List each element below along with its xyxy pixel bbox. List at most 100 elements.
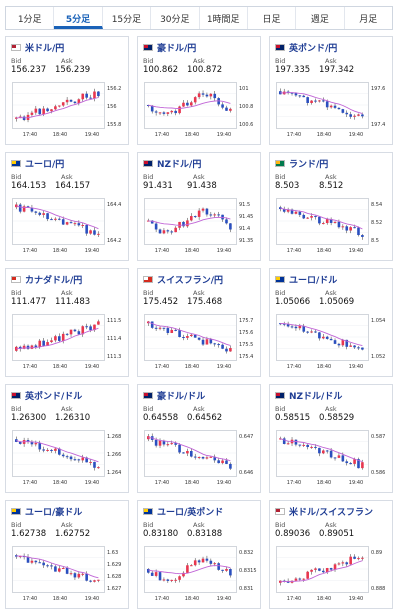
x-tick-label: 18:40 <box>317 480 331 486</box>
pair-title[interactable]: 米ドル/円 <box>11 41 64 54</box>
candle-body <box>54 336 57 341</box>
candle-body <box>341 455 345 462</box>
pair-name[interactable]: ユーロ/円 <box>25 160 65 170</box>
candle-body <box>97 91 100 97</box>
moving-average-line <box>16 205 99 230</box>
candle-body <box>361 557 364 559</box>
pair-name[interactable]: NZドル/円 <box>157 160 202 170</box>
price-values: 156.237 156.239 <box>11 65 95 75</box>
tab-3[interactable]: 30分足 <box>151 7 200 29</box>
pair-name[interactable]: ユーロ/豪ドル <box>25 508 83 518</box>
y-tick-label: 0.586 <box>371 470 385 476</box>
pair-title[interactable]: ユーロ/英ポンド <box>143 505 223 518</box>
moving-average-line <box>16 440 99 463</box>
candle-body <box>201 208 205 211</box>
currency-card[interactable]: 豪ドル/円 Bid Ask 100.862 100.872 101 100.8 100.6 17… <box>137 36 261 145</box>
mini-chart[interactable]: 0.832 0.8315 0.831 17:40 18:40 19:40 <box>144 546 257 604</box>
candle-body <box>50 109 53 112</box>
pair-name[interactable]: 英ポンド/ドル <box>25 392 83 402</box>
mini-chart[interactable]: 111.5 111.4 111.3 17:40 18:40 19:40 <box>12 314 125 372</box>
tab-1[interactable]: 5分足 <box>54 7 103 29</box>
pair-name[interactable]: スイスフラン/円 <box>157 276 224 286</box>
pair-name[interactable]: 豪ドル/円 <box>157 44 197 54</box>
currency-card[interactable]: NZドル/円 Bid Ask 91.431 91.438 91.5 91.45 91.4 91.… <box>137 152 261 261</box>
pair-title[interactable]: ユーロ/豪ドル <box>11 505 82 518</box>
currency-card[interactable]: ユーロ/ドル Bid Ask 1.05066 1.05069 1.054 1.052 17:4… <box>269 268 393 377</box>
pair-name[interactable]: ユーロ/ドル <box>289 276 338 286</box>
pair-title[interactable]: スイスフラン/円 <box>143 273 223 286</box>
currency-card[interactable]: ランド/円 Bid Ask 8.503 8.512 8.54 8.52 8.5 17:40 18:… <box>269 152 393 261</box>
candle-body <box>225 219 228 224</box>
tab-6[interactable]: 週足 <box>296 7 345 29</box>
pair-title[interactable]: 英ポンド/円 <box>275 41 337 54</box>
currency-card[interactable]: 米ドル/スイスフラン Bid Ask 0.89036 0.89051 0.89 0.888 1… <box>269 500 393 609</box>
currency-card[interactable]: カナダドル/円 Bid Ask 111.477 111.483 111.5 111.4 111… <box>5 268 129 377</box>
currency-card[interactable]: ユーロ/円 Bid Ask 164.153 164.157 164.4 164.2 17:40… <box>5 152 129 261</box>
currency-card[interactable]: ユーロ/豪ドル Bid Ask 1.62738 1.62752 1.63 1.629 1.62… <box>5 500 129 609</box>
tab-5[interactable]: 日足 <box>248 7 297 29</box>
tab-0[interactable]: 1分足 <box>6 7 55 29</box>
candle-body <box>77 573 81 578</box>
pair-name[interactable]: 豪ドル/ドル <box>157 392 206 402</box>
pair-title[interactable]: NZドル/ドル <box>275 389 342 402</box>
pair-name[interactable]: 米ドル/スイスフラン <box>289 508 374 518</box>
candle-body <box>217 98 220 105</box>
x-tick-label: 19:40 <box>349 364 363 370</box>
candle-body <box>34 443 38 445</box>
mini-chart[interactable]: 1.268 1.266 1.264 17:40 18:40 19:40 <box>12 430 125 488</box>
pair-title[interactable]: ユーロ/円 <box>11 157 64 170</box>
x-tick-label: 18:40 <box>185 132 199 138</box>
tab-7[interactable]: 月足 <box>359 14 378 25</box>
candle-body <box>229 223 232 230</box>
candle-body <box>147 569 150 573</box>
mini-chart[interactable]: 0.587 0.586 17:40 18:40 19:40 <box>276 430 389 488</box>
mini-chart[interactable]: 8.54 8.52 8.5 17:40 18:40 19:40 <box>276 198 389 256</box>
currency-card[interactable]: 英ポンド/円 Bid Ask 197.335 197.342 197.6 197.4 17:4… <box>269 36 393 145</box>
pair-title[interactable]: ランド/円 <box>275 157 328 170</box>
pair-title[interactable]: カナダドル/円 <box>11 273 82 286</box>
candle-body <box>201 457 205 459</box>
pair-name[interactable]: ランド/円 <box>289 160 329 170</box>
tab-4[interactable]: 1時間足 <box>200 7 248 29</box>
mini-chart[interactable]: 197.6 197.4 17:40 18:40 19:40 <box>276 82 389 140</box>
mini-chart[interactable]: 164.4 164.2 17:40 18:40 19:40 <box>12 198 125 256</box>
mini-chart[interactable]: 156.2 156 155.8 17:40 18:40 19:40 <box>12 82 125 140</box>
candle-body <box>186 220 189 227</box>
pair-title[interactable]: 豪ドル/ドル <box>143 389 205 402</box>
mini-chart[interactable]: 175.7 175.6 175.5 175.4 17:40 18:40 19:40 <box>144 314 257 372</box>
currency-card[interactable]: スイスフラン/円 Bid Ask 175.452 175.468 175.7 175.6 17… <box>137 268 261 377</box>
mini-chart[interactable]: 1.63 1.629 1.628 1.627 17:40 18:40 19:40 <box>12 546 125 604</box>
candle-body <box>302 95 306 98</box>
pair-name[interactable]: NZドル/ドル <box>289 392 343 402</box>
pair-title[interactable]: 英ポンド/ドル <box>11 389 82 402</box>
pair-name[interactable]: カナダドル/円 <box>25 276 83 286</box>
mini-chart[interactable]: 0.89 0.888 17:40 18:40 19:40 <box>276 546 389 604</box>
candle-body <box>77 459 81 461</box>
candle-body <box>217 460 220 464</box>
pair-name[interactable]: 米ドル/円 <box>25 44 65 54</box>
mini-chart[interactable]: 1.054 1.052 17:40 18:40 19:40 <box>276 314 389 372</box>
tab-2[interactable]: 15分足 <box>103 7 152 29</box>
pair-title[interactable]: ユーロ/ドル <box>275 273 337 286</box>
mini-chart[interactable]: 0.647 0.646 17:40 18:40 19:40 <box>144 430 257 488</box>
y-tick-label: 91.35 <box>239 238 253 244</box>
pair-name[interactable]: ユーロ/英ポンド <box>157 508 224 518</box>
currency-card[interactable]: 豪ドル/ドル Bid Ask 0.64558 0.64562 0.647 0.646 17:4… <box>137 384 261 493</box>
currency-card[interactable]: 英ポンド/ドル Bid Ask 1.26300 1.26310 1.268 1.266 1.2… <box>5 384 129 493</box>
x-tick-label: 19:40 <box>217 364 231 370</box>
candle-body <box>81 326 85 335</box>
pair-name[interactable]: 英ポンド/円 <box>289 44 338 54</box>
pair-title[interactable]: 米ドル/スイスフラン <box>275 505 373 518</box>
mini-chart[interactable]: 101 100.8 100.6 17:40 18:40 19:40 <box>144 82 257 140</box>
x-tick-label: 18:40 <box>185 364 199 370</box>
pair-title[interactable]: 豪ドル/円 <box>143 41 196 54</box>
pair-title[interactable]: NZドル/円 <box>143 157 201 170</box>
currency-card[interactable]: NZドル/ドル Bid Ask 0.58515 0.58529 0.587 0.586 17:… <box>269 384 393 493</box>
candle-body <box>93 580 96 582</box>
price-values: 0.58515 0.58529 <box>275 413 359 423</box>
y-tick-label: 100.8 <box>239 104 253 110</box>
candle-body <box>54 218 57 220</box>
currency-card[interactable]: 米ドル/円 Bid Ask 156.237 156.239 156.2 156 155.8 17… <box>5 36 129 145</box>
currency-card[interactable]: ユーロ/英ポンド Bid Ask 0.83180 0.83188 0.832 0.8315 0… <box>137 500 261 609</box>
mini-chart[interactable]: 91.5 91.45 91.4 91.35 17:40 18:40 19:40 <box>144 198 257 256</box>
